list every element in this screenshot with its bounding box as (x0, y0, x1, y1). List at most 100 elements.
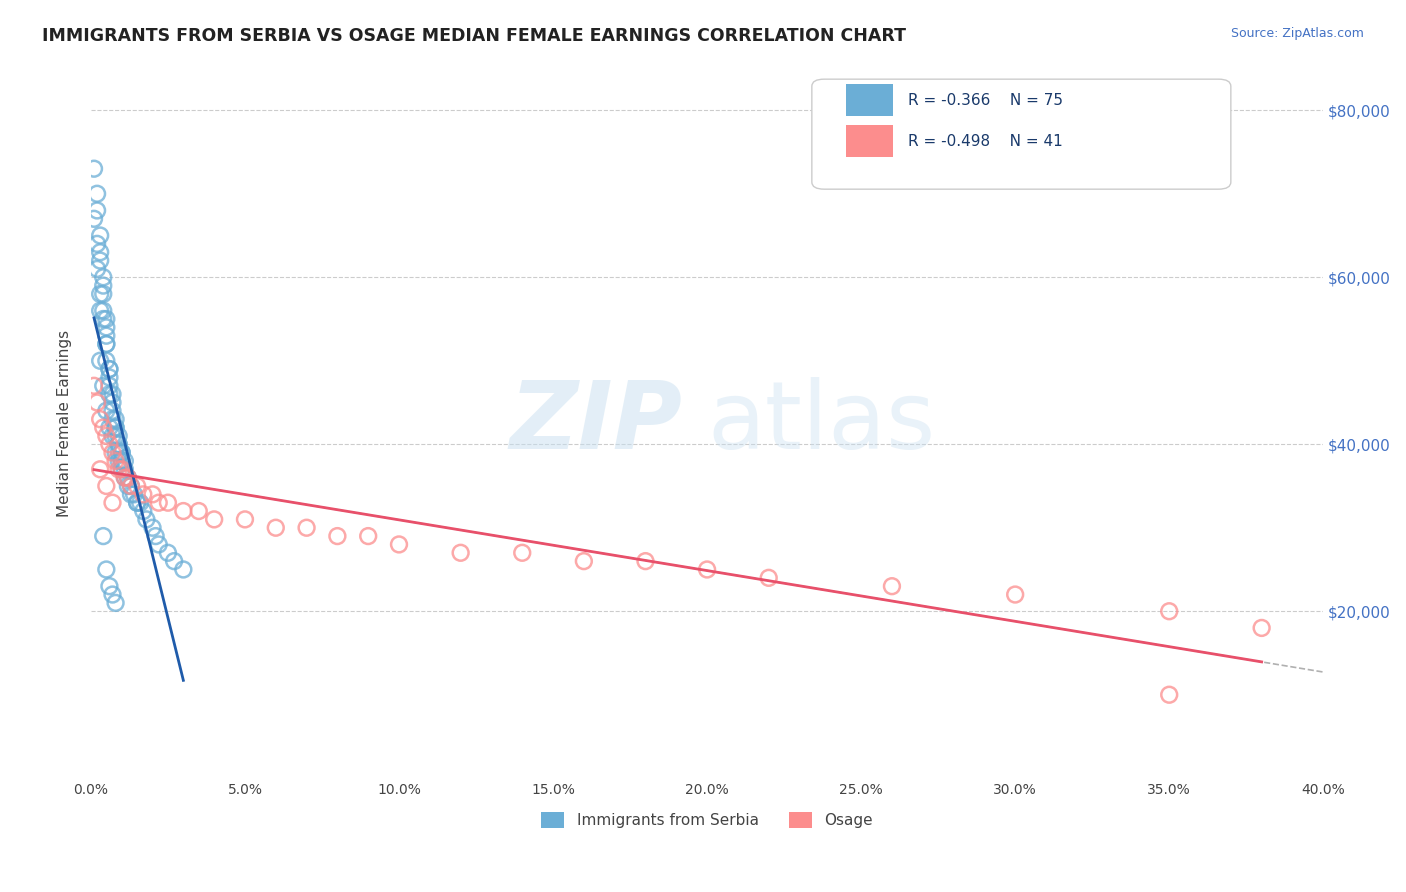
Point (156, 496, 179, 510)
Point (510, 546, 533, 560)
Point (117, 470, 139, 484)
Point (295, 521, 318, 535)
Point (104, 420, 127, 434)
Point (86, 186, 108, 201)
Y-axis label: Median Female Earnings: Median Female Earnings (58, 330, 72, 517)
Point (89, 287, 111, 301)
Point (91, 529, 114, 543)
Point (89, 353, 111, 368)
Point (357, 529, 380, 543)
Point (101, 395, 124, 409)
Point (104, 412, 127, 426)
Point (163, 554, 186, 568)
Point (104, 596, 127, 610)
Point (98, 420, 121, 434)
Point (132, 504, 155, 518)
Point (127, 496, 149, 510)
Point (1250, 621, 1272, 635)
Text: R = -0.498    N = 41: R = -0.498 N = 41 (908, 134, 1063, 149)
Point (89, 245, 111, 260)
Point (83, 379, 105, 393)
Point (89, 228, 111, 243)
Point (135, 512, 157, 526)
Point (96, 337, 118, 351)
Point (156, 546, 179, 560)
Point (127, 479, 149, 493)
Point (111, 462, 134, 476)
Point (98, 579, 121, 593)
Point (86, 395, 108, 409)
Point (107, 437, 129, 451)
Point (122, 487, 145, 501)
Point (758, 571, 780, 585)
Point (98, 379, 121, 393)
Point (89, 253, 111, 268)
Point (98, 437, 121, 451)
Point (89, 462, 111, 476)
Text: IMMIGRANTS FROM SERBIA VS OSAGE MEDIAN FEMALE EARNINGS CORRELATION CHART: IMMIGRANTS FROM SERBIA VS OSAGE MEDIAN F… (42, 27, 907, 45)
Point (111, 454, 134, 468)
Point (86, 203, 108, 218)
Point (172, 504, 194, 518)
Point (127, 496, 149, 510)
Point (107, 454, 129, 468)
Point (101, 412, 124, 426)
Point (114, 470, 136, 484)
Point (111, 445, 134, 459)
Point (96, 328, 118, 343)
Point (450, 546, 472, 560)
Point (89, 303, 111, 318)
Point (172, 562, 194, 576)
Point (696, 562, 718, 576)
Point (1004, 588, 1026, 602)
Point (117, 470, 139, 484)
Point (101, 404, 124, 418)
Point (107, 462, 129, 476)
Point (141, 521, 163, 535)
Point (91, 270, 114, 285)
Point (96, 479, 118, 493)
Point (120, 479, 142, 493)
FancyBboxPatch shape (811, 79, 1230, 189)
Point (83, 211, 105, 226)
Point (101, 588, 124, 602)
Point (89, 412, 111, 426)
Point (233, 512, 256, 526)
Point (104, 454, 127, 468)
Point (101, 445, 124, 459)
Point (101, 496, 124, 510)
Point (264, 521, 287, 535)
Point (91, 287, 114, 301)
Point (96, 429, 118, 443)
Point (202, 512, 225, 526)
Point (91, 303, 114, 318)
Text: Source: ZipAtlas.com: Source: ZipAtlas.com (1230, 27, 1364, 40)
Text: R = -0.366    N = 75: R = -0.366 N = 75 (908, 93, 1063, 108)
Point (101, 429, 124, 443)
Point (111, 445, 134, 459)
Point (107, 437, 129, 451)
Point (91, 379, 114, 393)
Point (107, 429, 129, 443)
Point (91, 312, 114, 326)
Point (129, 496, 152, 510)
Point (111, 462, 134, 476)
Point (96, 312, 118, 326)
Point (96, 353, 118, 368)
Point (634, 554, 657, 568)
Point (91, 278, 114, 293)
Point (326, 529, 349, 543)
Legend: Immigrants from Serbia, Osage: Immigrants from Serbia, Osage (536, 806, 879, 834)
Point (107, 445, 129, 459)
Point (96, 562, 118, 576)
Text: atlas: atlas (707, 377, 935, 469)
FancyBboxPatch shape (846, 84, 893, 116)
Point (96, 404, 118, 418)
Point (572, 554, 595, 568)
FancyBboxPatch shape (846, 125, 893, 157)
Point (98, 370, 121, 384)
Point (141, 487, 163, 501)
Point (388, 537, 411, 551)
Point (96, 320, 118, 334)
Point (98, 362, 121, 376)
